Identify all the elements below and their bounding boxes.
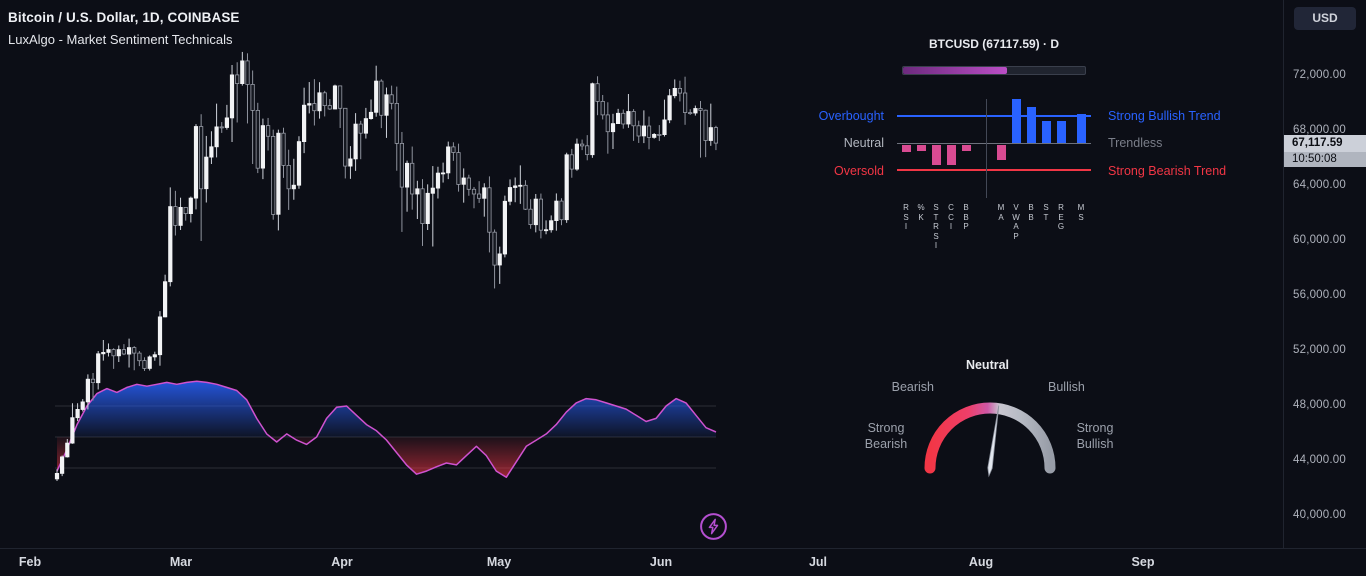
month-label: May: [486, 555, 512, 569]
price-axis-label: 68,000.00: [1293, 124, 1346, 136]
supercharts-button[interactable]: [699, 512, 728, 541]
month-label: Feb: [18, 555, 42, 569]
price-axis-label: 64,000.00: [1293, 179, 1346, 191]
month-label: Aug: [968, 555, 994, 569]
candlestick-series: [54, 51, 719, 481]
month-label: Jul: [808, 555, 828, 569]
month-label: Apr: [331, 555, 353, 569]
symbol-title[interactable]: Bitcoin / U.S. Dollar, 1D, COINBASE: [8, 10, 240, 25]
last-price-badge: 67,117.59 10:50:08: [1284, 135, 1366, 167]
price-axis-label: 60,000.00: [1293, 234, 1346, 246]
oscillator-bullish-area: [57, 381, 716, 437]
price-axis-label: 40,000.00: [1293, 509, 1346, 521]
price-axis[interactable]: USD 72,000.00 68,000.00 64,000.00 60,000.00…: [1283, 0, 1366, 548]
month-label: Jun: [649, 555, 673, 569]
month-label: Mar: [169, 555, 193, 569]
price-axis-label: 72,000.00: [1293, 69, 1346, 81]
bar-countdown-timer: 10:50:08: [1284, 152, 1366, 167]
oscillator-line: [56, 380, 717, 479]
month-label: Sep: [1131, 555, 1155, 569]
lightning-bolt-icon: [700, 513, 727, 540]
price-axis-label: 52,000.00: [1293, 344, 1346, 356]
time-axis[interactable]: Feb Mar Apr May Jun Jul Aug Sep: [0, 548, 1366, 576]
price-chart[interactable]: [0, 0, 1283, 548]
price-axis-label: 44,000.00: [1293, 454, 1346, 466]
last-price-value: 67,117.59: [1284, 135, 1366, 152]
indicator-title[interactable]: LuxAlgo - Market Sentiment Technicals: [8, 32, 233, 47]
chart-legend: Bitcoin / U.S. Dollar, 1D, COINBASE LuxA…: [8, 10, 240, 47]
currency-usd-button[interactable]: USD: [1294, 7, 1356, 30]
price-axis-label: 48,000.00: [1293, 399, 1346, 411]
price-axis-label: 56,000.00: [1293, 289, 1346, 301]
